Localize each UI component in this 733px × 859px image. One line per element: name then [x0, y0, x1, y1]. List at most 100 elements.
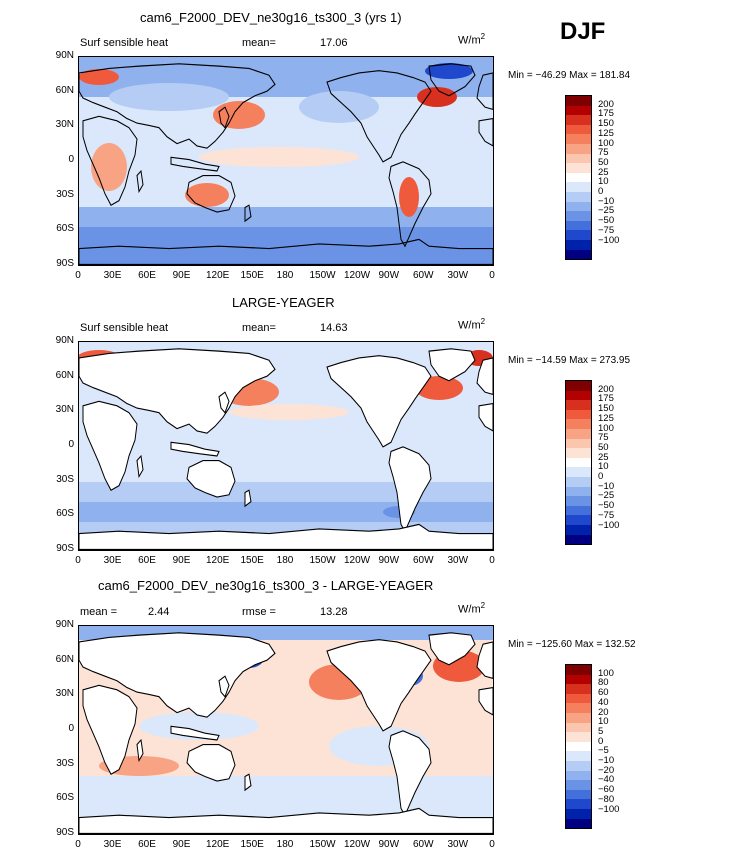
colorbar-swatch — [566, 674, 591, 685]
panel2-lon-tick: 120E — [206, 555, 230, 566]
colorbar-swatch — [566, 476, 591, 487]
panel2-colorbar-label: −25 — [598, 490, 615, 502]
panel3-colorbar-label: −60 — [598, 784, 615, 796]
panel3-map — [78, 625, 494, 835]
panel1-mean-label: mean= — [242, 37, 276, 49]
panel2-lon-tick: 0 — [75, 555, 81, 566]
panel1-lat-tick: 60N — [55, 84, 74, 96]
panel2-lon-tick: 30W — [447, 555, 469, 566]
colorbar-swatch — [566, 448, 591, 458]
panel2-colorbar-label: 100 — [598, 422, 614, 434]
panel2-lon-tick: 60W — [413, 555, 434, 566]
colorbar-swatch — [566, 143, 591, 154]
colorbar-swatch — [566, 789, 591, 800]
colorbar-swatch — [566, 438, 591, 449]
panel3-lat-tick: 90S — [56, 827, 74, 838]
colorbar-swatch — [566, 457, 591, 468]
panel2-lon-tick: 90W — [378, 555, 400, 566]
panel1-colorbar-label: 150 — [598, 118, 614, 130]
panel1-variable-label: Surf sensible heat — [80, 37, 169, 49]
panel3-lon-tick: 60E — [138, 839, 156, 850]
panel2-lon-tick: 150W — [309, 555, 336, 566]
panel1-colorbar-label: 200 — [598, 98, 614, 110]
panel2-colorbar-label: 175 — [598, 393, 614, 405]
colorbar-swatch — [566, 703, 591, 713]
colorbar-swatch — [566, 191, 591, 202]
panel2-colorbar-label: 125 — [598, 412, 614, 424]
panel1-colorbar-label: 100 — [598, 137, 614, 149]
panel1-colorbar-label: −10 — [598, 195, 615, 207]
panel3-lat-tick: 30S — [56, 757, 74, 769]
panel2-lon-tick: 90E — [172, 555, 191, 566]
panel1-lat-tick: 90S — [56, 258, 74, 269]
panel3-colorbar-label: −100 — [598, 803, 620, 815]
panel3-mean-label: mean = — [80, 606, 117, 618]
panel1-lat-tick: 60S — [56, 223, 74, 235]
panel3-colorbar-label: −80 — [598, 793, 615, 805]
panel2-colorbar-label: 50 — [598, 441, 609, 453]
panel1-map — [78, 56, 494, 266]
colorbar-swatch — [566, 182, 591, 192]
panel2-lat-tick: 60S — [56, 508, 74, 520]
panel2-title: LARGE-YEAGER — [232, 295, 335, 310]
panel1-colorbar-label: 0 — [598, 186, 604, 198]
colorbar-swatch — [566, 693, 591, 704]
colorbar-swatch — [566, 722, 591, 733]
colorbar-swatch — [566, 230, 591, 240]
panel3-lon-tick: 90E — [172, 839, 191, 850]
panel3-colorbar-label: −5 — [598, 745, 609, 757]
panel3-lon-tick: 180 — [276, 839, 294, 850]
panel1-colorbar-label: 75 — [598, 147, 609, 159]
colorbar-swatch — [566, 818, 591, 829]
panel3-colorbar-label: 5 — [598, 725, 604, 737]
panel3-lon-tick: 30W — [447, 839, 469, 850]
colorbar-swatch — [566, 780, 591, 790]
panel1-colorbar-label: −100 — [598, 234, 620, 246]
panel3-colorbar-label: 40 — [598, 696, 609, 708]
colorbar-swatch — [566, 486, 591, 497]
colorbar-swatch — [566, 799, 591, 809]
panel2-lat-tick: 90S — [56, 543, 74, 554]
panel1-lon-tick: 60W — [413, 270, 434, 281]
panel2-lat-tick: 60N — [55, 369, 74, 381]
panel2-colorbar-label: 10 — [598, 461, 609, 473]
colorbar-swatch — [566, 505, 591, 516]
panel3-colorbar-label: −40 — [598, 774, 615, 786]
panel2-lat-tick: 30N — [55, 404, 74, 416]
panel2-colorbar-label: 0 — [598, 471, 604, 483]
panel3-lon-tick: 120W — [344, 839, 371, 850]
panel3-colorbar-label: 80 — [598, 677, 609, 689]
panel2-colorbar-label: 150 — [598, 403, 614, 415]
panel3-rmse-label: rmse = — [242, 606, 276, 618]
panel2-lon-tick: 0 — [489, 555, 495, 566]
panel3-lon-tick: 150W — [309, 839, 336, 850]
panel2-colorbar-label: 75 — [598, 432, 609, 444]
panel1-lat-tick: 90N — [55, 50, 74, 61]
colorbar-swatch — [566, 712, 591, 723]
colorbar-swatch — [566, 534, 591, 545]
colorbar-swatch — [566, 741, 591, 752]
panel2-colorbar — [565, 380, 592, 545]
panel1-minmax: Min = −46.29 Max = 181.84 — [508, 70, 631, 81]
panel3-rmse-value: 13.28 — [320, 606, 348, 618]
panel1-lon-tick: 30E — [103, 270, 122, 281]
panel2-lon-tick: 120W — [344, 555, 371, 566]
panel3-colorbar-label: −10 — [598, 755, 615, 767]
colorbar-swatch — [566, 515, 591, 525]
panel3-minmax: Min = −125.60 Max = 132.52 — [508, 639, 636, 650]
panel1-lon-tick: 60E — [138, 270, 156, 281]
panel1-lon-tick: 120E — [206, 270, 230, 281]
colorbar-swatch — [566, 201, 591, 212]
panel3-colorbar-label: 10 — [598, 716, 609, 728]
colorbar-swatch — [566, 172, 591, 183]
colorbar-swatch — [566, 211, 591, 221]
panel3-lat-tick: 60N — [55, 653, 74, 665]
panel1-colorbar-label: −75 — [598, 224, 615, 236]
colorbar-swatch — [566, 220, 591, 231]
panel3-lat-tick: 30N — [55, 688, 74, 700]
panel2-colorbar-label: 25 — [598, 451, 609, 463]
panel2-lat-tick: 30S — [56, 473, 74, 485]
panel3-lon-tick: 30E — [103, 839, 122, 850]
panel1-lon-tick: 0 — [75, 270, 81, 281]
panel3-lon-tick: 0 — [75, 839, 81, 850]
